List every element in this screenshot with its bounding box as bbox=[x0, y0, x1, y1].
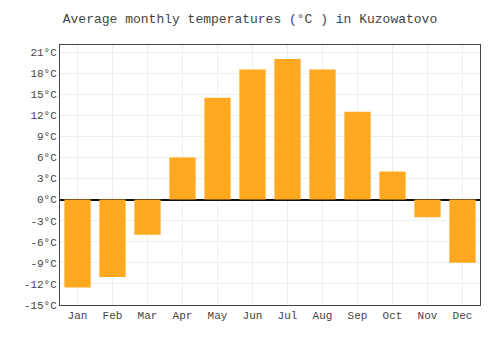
svg-text:Jun: Jun bbox=[243, 310, 263, 322]
svg-text:9°C: 9°C bbox=[37, 131, 57, 143]
svg-text:6°C: 6°C bbox=[37, 152, 57, 164]
svg-text:Jan: Jan bbox=[68, 310, 88, 322]
svg-text:Mar: Mar bbox=[138, 310, 158, 322]
svg-text:Apr: Apr bbox=[173, 310, 193, 322]
svg-text:Feb: Feb bbox=[103, 310, 123, 322]
svg-text:Oct: Oct bbox=[383, 310, 403, 322]
svg-text:-6°C: -6°C bbox=[30, 237, 57, 249]
svg-text:Nov: Nov bbox=[418, 310, 438, 322]
svg-text:-12°C: -12°C bbox=[24, 279, 57, 291]
svg-text:15°C: 15°C bbox=[30, 89, 57, 101]
svg-text:3°C: 3°C bbox=[37, 173, 57, 185]
svg-text:Jul: Jul bbox=[278, 310, 298, 322]
svg-text:21°C: 21°C bbox=[30, 47, 57, 59]
svg-text:18°C: 18°C bbox=[30, 68, 57, 80]
svg-text:Average monthly temperatures (: Average monthly temperatures (°C ) in Ku… bbox=[63, 12, 437, 27]
svg-text:Sep: Sep bbox=[348, 310, 368, 322]
svg-text:-3°C: -3°C bbox=[30, 216, 57, 228]
svg-text:May: May bbox=[208, 310, 228, 322]
svg-text:-15°C: -15°C bbox=[24, 300, 57, 312]
svg-text:-9°C: -9°C bbox=[30, 258, 57, 270]
svg-text:12°C: 12°C bbox=[30, 110, 57, 122]
svg-text:Aug: Aug bbox=[313, 310, 333, 322]
svg-text:Dec: Dec bbox=[453, 310, 473, 322]
svg-text:0°C: 0°C bbox=[37, 194, 57, 206]
